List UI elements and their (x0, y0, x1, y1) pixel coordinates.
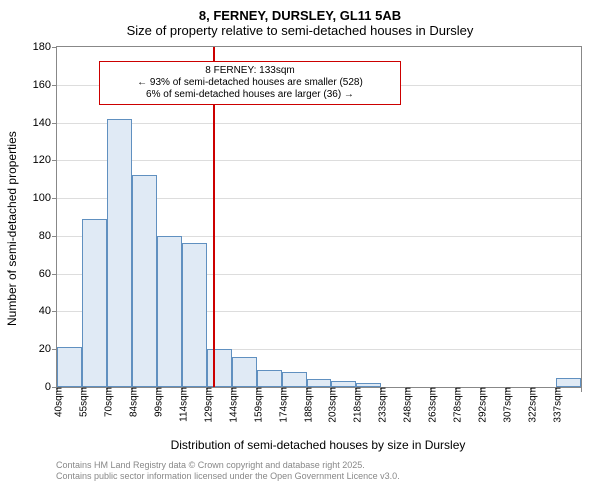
xtick-label: 99sqm (149, 387, 164, 417)
xtick-mark (581, 387, 582, 392)
gridline (57, 123, 581, 124)
histogram-bar (132, 175, 157, 387)
histogram-bar (207, 349, 232, 387)
xtick-label: 144sqm (224, 387, 239, 423)
histogram-bar (282, 372, 307, 387)
xtick-label: 263sqm (424, 387, 439, 423)
annotation-line: ← 93% of semi-detached houses are smalle… (106, 77, 394, 89)
ytick-label: 80 (39, 230, 57, 242)
footer-line-2: Contains public sector information licen… (56, 471, 400, 482)
xtick-label: 337sqm (549, 387, 564, 423)
xtick-label: 218sqm (349, 387, 364, 423)
ytick-label: 140 (33, 117, 57, 129)
plot-area: 02040608010012014016018040sqm55sqm70sqm8… (56, 46, 582, 388)
xtick-label: 40sqm (50, 387, 65, 417)
histogram-bar (307, 379, 332, 387)
xtick-label: 307sqm (499, 387, 514, 423)
footer-line-1: Contains HM Land Registry data © Crown c… (56, 460, 400, 471)
xtick-label: 129sqm (199, 387, 214, 423)
xtick-label: 55sqm (74, 387, 89, 417)
footer-attribution: Contains HM Land Registry data © Crown c… (56, 460, 400, 482)
histogram-bar (57, 347, 82, 387)
xtick-label: 159sqm (249, 387, 264, 423)
ytick-label: 20 (39, 343, 57, 355)
histogram-bar (556, 378, 581, 387)
ytick-label: 120 (33, 154, 57, 166)
chart-title-main: 8, FERNEY, DURSLEY, GL11 5AB (0, 0, 600, 23)
histogram-bar (107, 119, 132, 387)
ytick-label: 160 (33, 79, 57, 91)
annotation-line: 8 FERNEY: 133sqm (106, 65, 394, 77)
histogram-bar (157, 236, 182, 387)
annotation-box: 8 FERNEY: 133sqm← 93% of semi-detached h… (99, 61, 401, 105)
xtick-label: 292sqm (474, 387, 489, 423)
xtick-label: 233sqm (374, 387, 389, 423)
histogram-bar (232, 357, 257, 387)
histogram-bar (182, 243, 207, 387)
y-axis-label: Number of semi-detached properties (5, 131, 19, 326)
xtick-label: 174sqm (274, 387, 289, 423)
xtick-label: 278sqm (449, 387, 464, 423)
xtick-label: 70sqm (99, 387, 114, 417)
histogram-bar (82, 219, 107, 387)
ytick-label: 100 (33, 192, 57, 204)
ytick-label: 40 (39, 305, 57, 317)
x-axis-label: Distribution of semi-detached houses by … (56, 438, 580, 452)
annotation-line: 6% of semi-detached houses are larger (3… (106, 89, 394, 101)
chart-title-sub: Size of property relative to semi-detach… (0, 23, 600, 42)
xtick-label: 188sqm (299, 387, 314, 423)
xtick-label: 114sqm (174, 387, 189, 422)
chart-container: 8, FERNEY, DURSLEY, GL11 5AB Size of pro… (0, 0, 600, 500)
xtick-label: 84sqm (124, 387, 139, 417)
ytick-label: 60 (39, 268, 57, 280)
histogram-bar (257, 370, 282, 387)
xtick-label: 203sqm (324, 387, 339, 423)
gridline (57, 160, 581, 161)
ytick-label: 180 (33, 41, 57, 53)
xtick-label: 248sqm (399, 387, 414, 423)
xtick-label: 322sqm (524, 387, 539, 423)
